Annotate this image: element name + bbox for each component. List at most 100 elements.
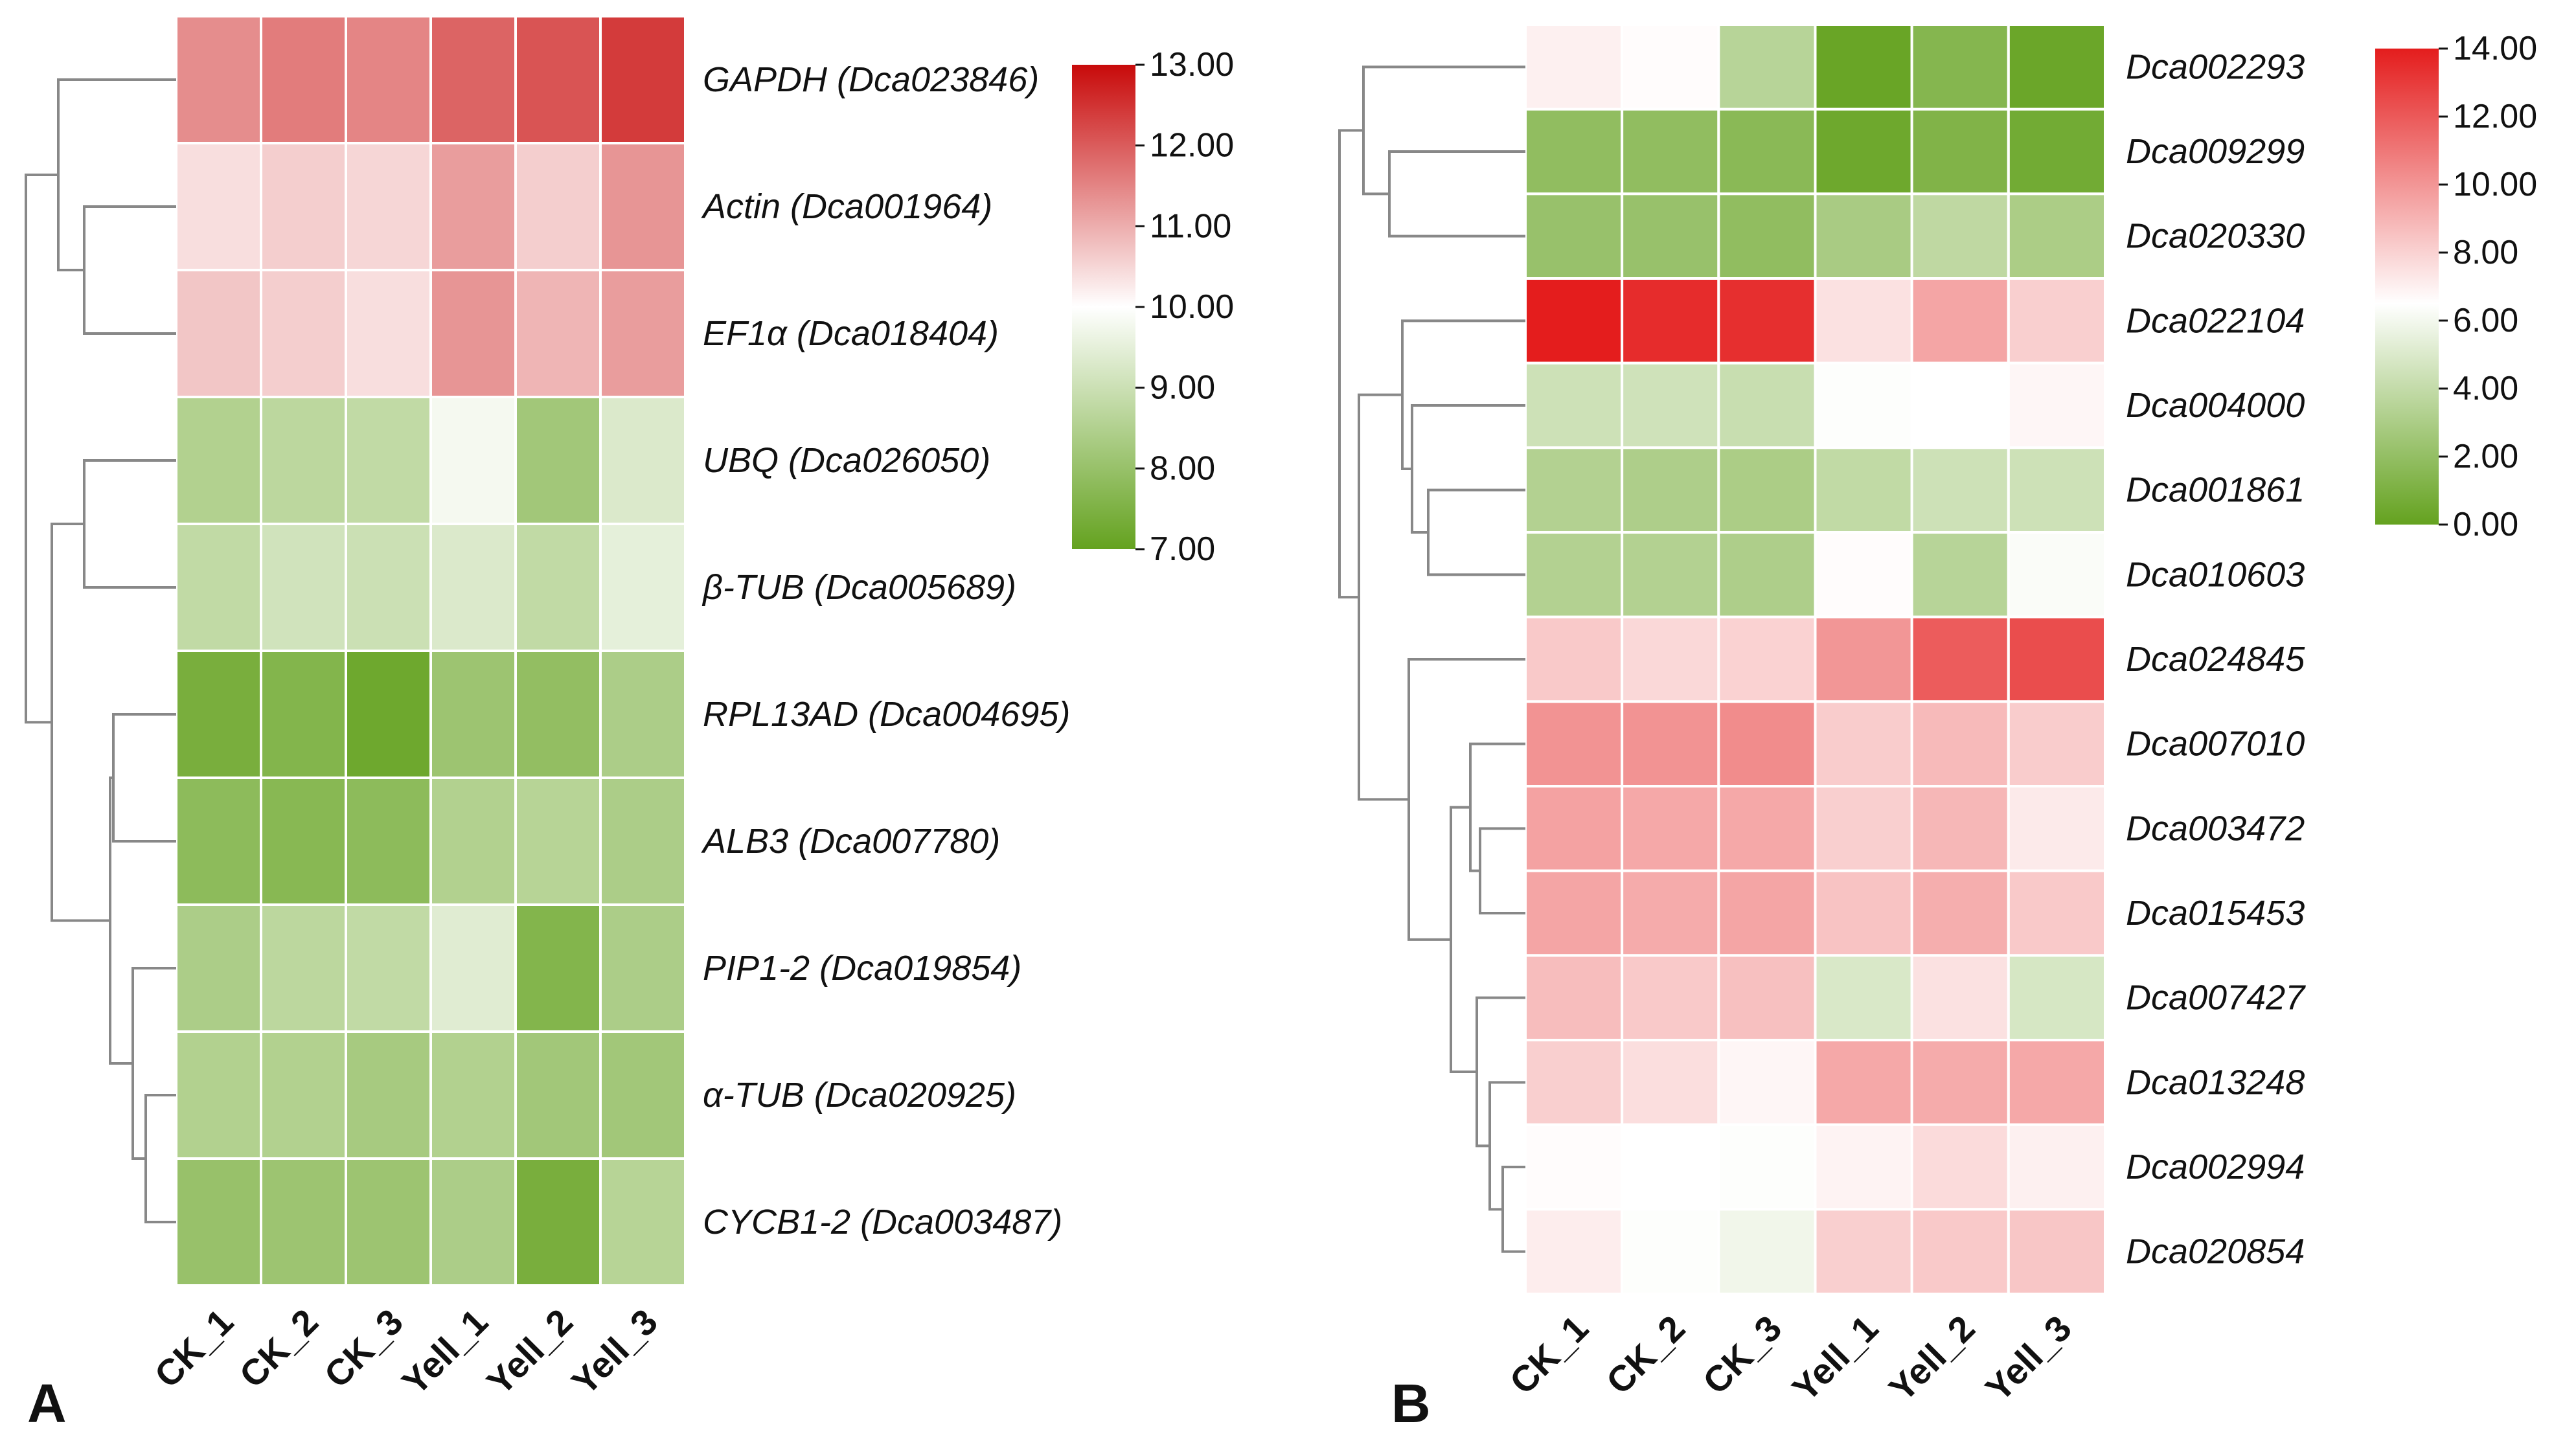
panel-label-b: B [1391, 1373, 1431, 1434]
heatmap-cell [1910, 1123, 2010, 1211]
column-label: Yell_2 [479, 1301, 580, 1403]
row-label: Dca024845 [2126, 640, 2305, 679]
row-label: Dca001861 [2126, 471, 2305, 510]
heatmap-cell [175, 650, 262, 779]
heatmap-cell [1524, 108, 1624, 196]
dendrogram-branch [83, 205, 176, 335]
heatmap-a-cells [175, 15, 687, 1287]
heatmap-cell [1717, 531, 1817, 618]
heatmap-cell [260, 903, 347, 1033]
heatmap-cell [175, 142, 262, 271]
column-label: CK_2 [1598, 1308, 1693, 1402]
heatmap-cell [429, 1157, 517, 1287]
heatmap-cell [599, 15, 687, 144]
colorbar-tick-label: 0.00 [2453, 506, 2518, 543]
heatmap-cell [1524, 615, 1624, 703]
heatmap-cell [599, 903, 687, 1033]
row-label: ALB3 (Dca007780) [701, 822, 1000, 861]
heatmap-cell [429, 903, 517, 1033]
heatmap-cell [1814, 361, 1913, 449]
dendrogram-branch [1476, 996, 1525, 1148]
row-dendrogram-b [1338, 65, 1525, 1253]
colorbar-tick-label: 10.00 [2453, 166, 2537, 203]
heatmap-cell [175, 15, 262, 144]
row-label: PIP1-2 (Dca019854) [703, 949, 1021, 988]
heatmap-cell [1910, 277, 2010, 365]
heatmap-cell [345, 1030, 432, 1160]
dendrogram-branch [1469, 742, 1525, 872]
heatmap-cell [260, 142, 347, 271]
column-label: CK_1 [146, 1301, 241, 1396]
heatmap-cell [1524, 700, 1624, 788]
heatmap-cell [1814, 531, 1913, 618]
heatmap-cell [175, 269, 262, 398]
heatmap-cell [1717, 1123, 1817, 1211]
dendrogram-branch [25, 174, 58, 724]
heatmap-cell [175, 1157, 262, 1287]
dendrogram-branch [131, 967, 176, 1160]
heatmap-cell [1524, 1123, 1624, 1211]
heatmap-cell [1814, 23, 1913, 111]
row-label: β-TUB (Dca005689) [701, 568, 1016, 607]
heatmap-cell [1814, 1039, 1913, 1126]
heatmap-cell [514, 776, 602, 906]
heatmap-a-row-labels: GAPDH (Dca023846) Actin (Dca001964) EF1α (… [701, 60, 1070, 1241]
colorbar-tick-label: 7.00 [1150, 530, 1215, 568]
heatmap-cell [1524, 192, 1624, 280]
heatmap-cell [2007, 954, 2106, 1042]
column-label: Yell_3 [1978, 1308, 2079, 1409]
heatmap-cell [2007, 108, 2106, 196]
row-label: α-TUB (Dca020925) [703, 1076, 1016, 1115]
heatmap-cell [429, 523, 517, 652]
heatmap-cell [1910, 361, 2010, 449]
heatmap-cell [260, 15, 347, 144]
heatmap-cell [599, 1030, 687, 1160]
heatmap-cell [599, 396, 687, 525]
heatmap-cell [1814, 700, 1913, 788]
heatmap-cell [1621, 700, 1720, 788]
row-label: Dca010603 [2126, 555, 2305, 594]
heatmap-cell [514, 650, 602, 779]
row-label: Dca007010 [2126, 725, 2305, 764]
dendrogram-branch [1488, 1081, 1525, 1211]
heatmap-cell [1717, 700, 1817, 788]
row-label: Actin (Dca001964) [701, 187, 992, 226]
heatmap-cell [2007, 1039, 2106, 1126]
row-label: UBQ (Dca026050) [703, 441, 990, 480]
heatmap-cell [429, 650, 517, 779]
dendrogram-branch [57, 78, 176, 271]
heatmap-cell [260, 650, 347, 779]
dendrogram-branch [1362, 65, 1525, 196]
heatmap-cell [1717, 615, 1817, 703]
heatmap-cell [1910, 531, 2010, 618]
colorbar-a [1072, 65, 1135, 549]
heatmap-cell [1717, 1208, 1817, 1296]
heatmap-cell [1717, 1039, 1817, 1126]
heatmap-cell [2007, 531, 2106, 618]
colorbar-tick-label: 12.00 [2453, 98, 2537, 135]
heatmap-cell [2007, 192, 2106, 280]
dendrogram-branch [1450, 806, 1477, 1073]
heatmap-cell [260, 776, 347, 906]
row-label: Dca020854 [2126, 1232, 2305, 1271]
heatmap-b-row-labels: Dca002293 Dca009299 Dca020330 Dca022104 Dca0… [2126, 47, 2306, 1271]
heatmap-cell [175, 903, 262, 1033]
heatmap-cell [1621, 446, 1720, 534]
heatmap-cell [1814, 1208, 1913, 1296]
heatmap-cell [260, 396, 347, 525]
heatmap-cell [1910, 446, 2010, 534]
colorbar-tick-label: 13.00 [1150, 46, 1234, 84]
heatmap-cell [1910, 785, 2010, 872]
heatmap-cell [429, 269, 517, 398]
heatmap-cell [2007, 1208, 2106, 1296]
dendrogram-branch [144, 1094, 176, 1223]
heatmap-cell [175, 523, 262, 652]
heatmap-panel-b: Dca002293 Dca009299 Dca020330 Dca022104 Dca0… [1338, 23, 2537, 1434]
dendrogram-branch [1408, 658, 1525, 941]
heatmap-cell [1814, 615, 1913, 703]
panel-label-a: A [27, 1373, 67, 1434]
heatmap-cell [1621, 23, 1720, 111]
colorbar-tick-label: 12.00 [1150, 127, 1234, 164]
heatmap-cell [1524, 1208, 1624, 1296]
heatmap-cell [1717, 869, 1817, 957]
